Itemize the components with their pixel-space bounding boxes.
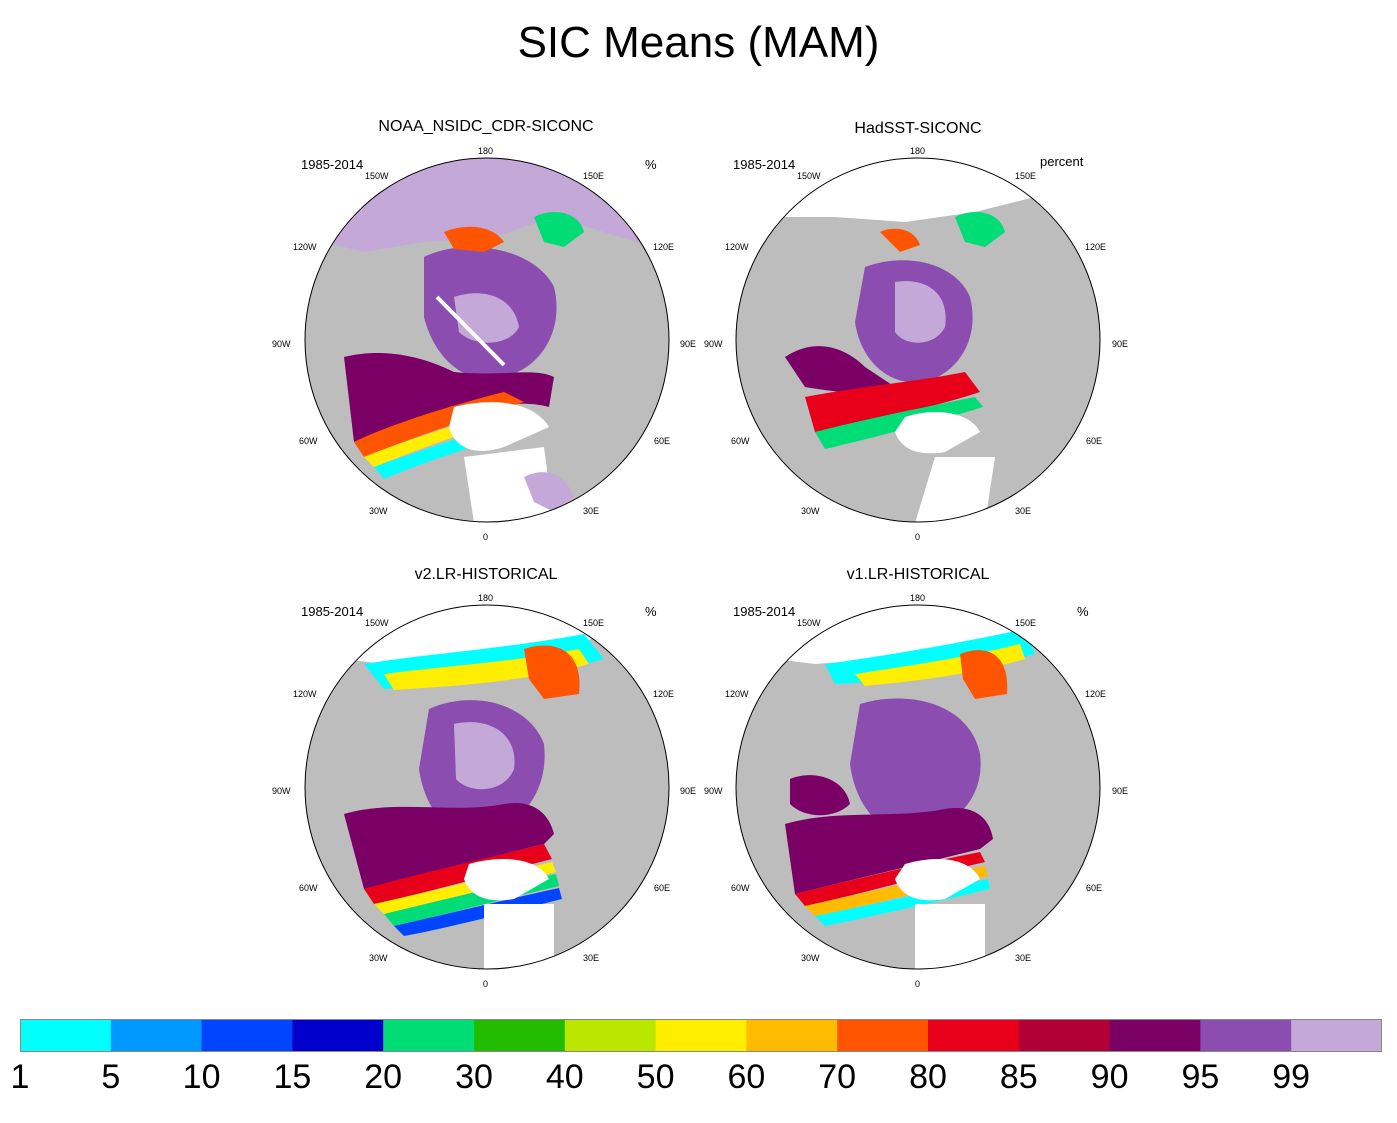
colorbar-swatch xyxy=(837,1019,929,1052)
lon-label-60w: 60W xyxy=(731,436,750,446)
colorbar-swatch xyxy=(746,1019,838,1052)
colorbar xyxy=(20,1019,1382,1052)
lon-label-60w: 60W xyxy=(299,436,318,446)
lon-label-90w: 90W xyxy=(704,786,723,796)
colorbar-swatch xyxy=(20,1019,112,1052)
colorbar-tick-label: 85 xyxy=(999,1058,1038,1096)
lon-label-120e: 120E xyxy=(1085,689,1107,699)
lon-label-0: 0 xyxy=(483,979,489,989)
lon-label-120w: 120W xyxy=(725,242,749,252)
lon-label-90w: 90W xyxy=(272,786,291,796)
lon-label-120e: 120E xyxy=(653,689,675,699)
panel-units: % xyxy=(645,604,657,619)
lon-label-120e: 120E xyxy=(1085,242,1107,252)
colorbar-tick-label: 40 xyxy=(545,1058,584,1096)
lon-label-120w: 120W xyxy=(725,689,749,699)
colorbar-swatch xyxy=(1291,1019,1382,1052)
colorbar-swatch xyxy=(1200,1019,1292,1052)
lon-label-30e: 30E xyxy=(583,953,600,963)
colorbar-swatch xyxy=(1109,1019,1201,1052)
lon-label-150w: 150W xyxy=(797,618,821,628)
panel-units: percent xyxy=(1040,154,1084,169)
polar-map-hadsst xyxy=(735,157,1101,523)
colorbar-tick-label: 60 xyxy=(727,1058,766,1096)
lon-label-180: 180 xyxy=(910,146,926,156)
lon-label-150e: 150E xyxy=(583,618,605,628)
polar-map-noaa xyxy=(304,157,670,523)
colorbar-swatch xyxy=(292,1019,384,1052)
polar-map-v1lr xyxy=(735,604,1101,970)
colorbar-swatch xyxy=(201,1019,293,1052)
colorbar-tick-label: 30 xyxy=(455,1058,493,1096)
lon-label-60e: 60E xyxy=(1086,883,1103,893)
lon-label-60e: 60E xyxy=(654,883,671,893)
panel-title: NOAA_NSIDC_CDR-SICONC xyxy=(378,118,594,135)
colorbar-tick-label: 5 xyxy=(101,1058,121,1096)
lon-label-180: 180 xyxy=(478,146,494,156)
lon-label-30w: 30W xyxy=(801,953,820,963)
lon-label-30e: 30E xyxy=(1015,953,1032,963)
lon-label-90e: 90E xyxy=(1112,339,1129,349)
lon-label-150e: 150E xyxy=(1015,618,1037,628)
colorbar-tick-label: 90 xyxy=(1090,1058,1129,1096)
colorbar-tick-label: 15 xyxy=(273,1058,312,1096)
lon-label-180: 180 xyxy=(478,593,494,603)
lon-label-150w: 150W xyxy=(797,171,821,181)
colorbar-tick-label: 10 xyxy=(182,1058,221,1096)
lon-label-0: 0 xyxy=(915,979,921,989)
colorbar-tick-label: 1 xyxy=(10,1058,30,1096)
panel-period: 1985-2014 xyxy=(301,157,364,172)
colorbar-swatch xyxy=(1018,1019,1111,1052)
colorbar-swatch xyxy=(564,1019,657,1052)
polar-map-v2lr xyxy=(304,604,670,970)
lon-label-120e: 120E xyxy=(653,242,675,252)
lon-label-30e: 30E xyxy=(583,506,600,516)
lon-label-30w: 30W xyxy=(369,953,388,963)
colorbar-swatch xyxy=(655,1019,747,1052)
lon-label-150e: 150E xyxy=(583,171,605,181)
colorbar-tick-label: 80 xyxy=(909,1058,947,1096)
lon-label-30e: 30E xyxy=(1015,506,1032,516)
colorbar-swatch xyxy=(474,1019,566,1052)
colorbar-swatch xyxy=(110,1019,203,1052)
colorbar-tick-label: 70 xyxy=(818,1058,857,1096)
lon-label-60e: 60E xyxy=(1086,436,1103,446)
colorbar-tick-label: 95 xyxy=(1181,1058,1220,1096)
lon-label-150e: 150E xyxy=(1015,171,1037,181)
figure-title: SIC Means (MAM) xyxy=(517,18,880,67)
panel-period: 1985-2014 xyxy=(301,604,364,619)
lon-label-180: 180 xyxy=(910,593,926,603)
lon-label-90w: 90W xyxy=(272,339,291,349)
lon-label-120w: 120W xyxy=(293,242,317,252)
lon-label-90e: 90E xyxy=(1112,786,1129,796)
lon-label-90e: 90E xyxy=(680,339,697,349)
panel-title: v1.LR-HISTORICAL xyxy=(846,566,990,583)
lon-label-120w: 120W xyxy=(293,689,317,699)
lon-label-60w: 60W xyxy=(299,883,318,893)
lon-label-60e: 60E xyxy=(654,436,671,446)
panel-units: % xyxy=(645,157,657,172)
panel-period: 1985-2014 xyxy=(733,157,796,172)
lon-label-0: 0 xyxy=(483,532,489,542)
panel-period: 1985-2014 xyxy=(733,604,796,619)
lon-label-30w: 30W xyxy=(369,506,388,516)
lon-label-30w: 30W xyxy=(801,506,820,516)
lon-label-60w: 60W xyxy=(731,883,750,893)
lon-label-150w: 150W xyxy=(365,618,389,628)
lon-label-0: 0 xyxy=(915,532,921,542)
colorbar-swatch xyxy=(383,1019,475,1052)
lon-label-150w: 150W xyxy=(365,171,389,181)
panel-units: % xyxy=(1077,604,1089,619)
colorbar-swatch xyxy=(928,1019,1020,1052)
colorbar-tick-label: 20 xyxy=(364,1058,403,1096)
colorbar-tick-label: 99 xyxy=(1272,1058,1311,1096)
panel-title: v2.LR-HISTORICAL xyxy=(414,566,558,583)
panel-title: HadSST-SICONC xyxy=(854,120,982,137)
lon-label-90e: 90E xyxy=(680,786,697,796)
lon-label-90w: 90W xyxy=(704,339,723,349)
colorbar-tick-label: 50 xyxy=(636,1058,675,1096)
